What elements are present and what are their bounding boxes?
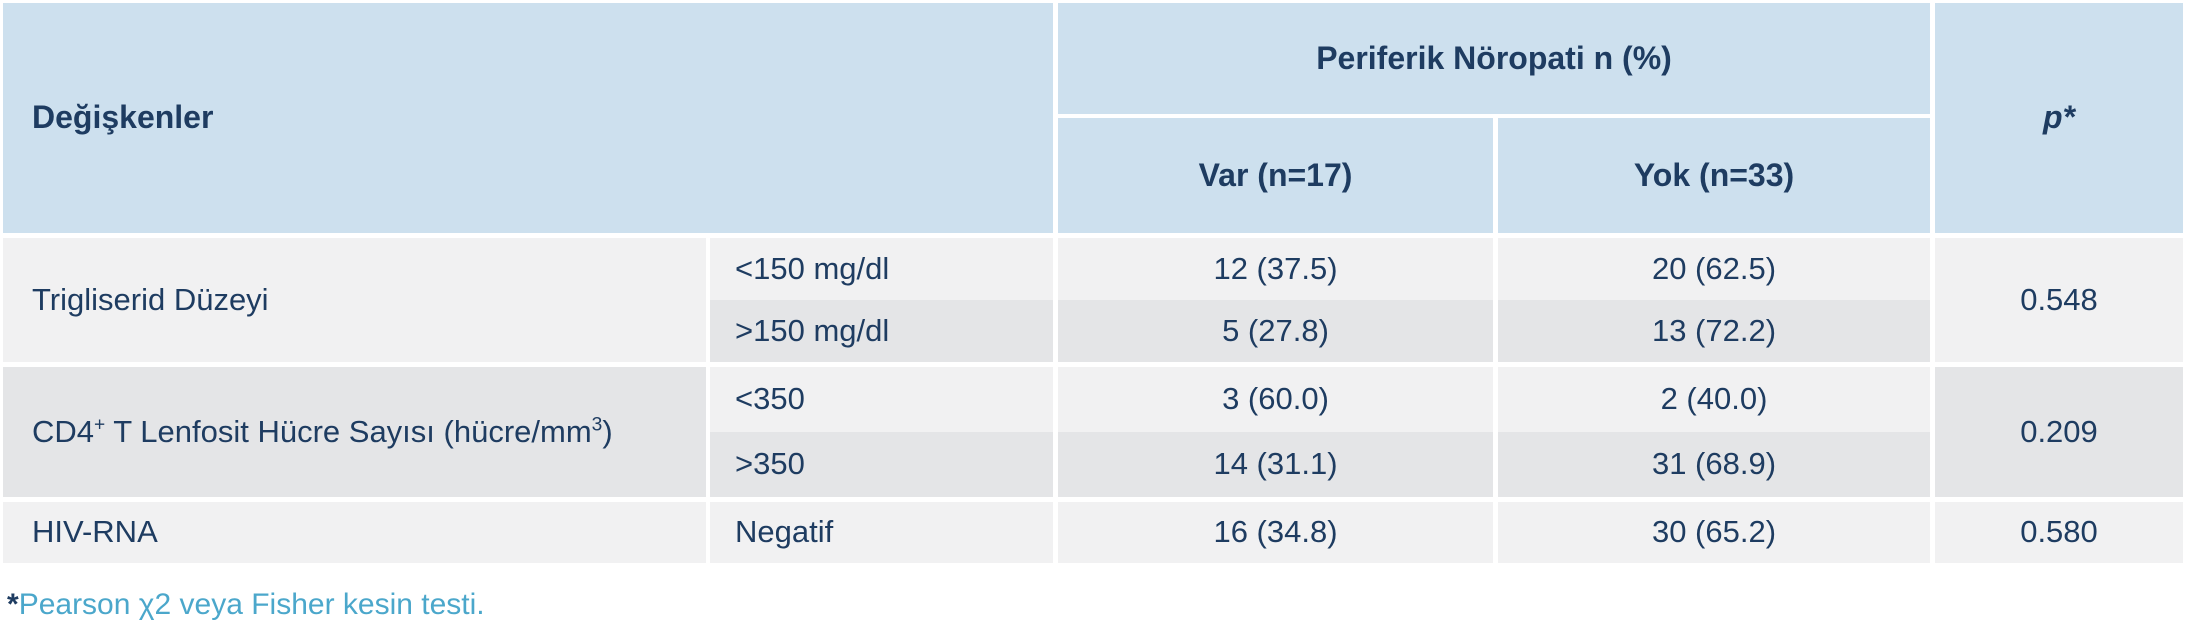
header-group-periferik-noropati: Periferik Nöropati n (%)	[1058, 3, 1930, 114]
row-group-trigliserid-label: Trigliserid Düzeyi	[3, 238, 706, 362]
cd4-label-sup-3: 3	[591, 414, 603, 436]
lt350-yok-value: 2 (40.0)	[1660, 381, 1768, 417]
header-col-p-label: p*	[2043, 99, 2075, 136]
cell-cd4-gt350-var: 14 (31.1)	[1058, 432, 1493, 497]
cell-trigliserid-gt150-yok: 13 (72.2)	[1498, 300, 1930, 362]
cell-trigliserid-lt150-yok: 20 (62.5)	[1498, 238, 1930, 300]
row-cd4-lt350-label: <350	[710, 367, 1053, 432]
hivrna-label: HIV-RNA	[32, 514, 158, 550]
cd4-label-sup-plus: +	[94, 414, 106, 436]
cell-cd4-lt350-yok: 2 (40.0)	[1498, 367, 1930, 432]
footnote-text: Pearson χ2 veya Fisher kesin testi.	[18, 588, 485, 621]
row-cd4-gt350-label: >350	[710, 432, 1053, 497]
cell-cd4-lt350-var: 3 (60.0)	[1058, 367, 1493, 432]
header-col-yok: Yok (n=33)	[1498, 118, 1930, 233]
negatif-label: Negatif	[735, 514, 834, 550]
gt150-var-value: 5 (27.8)	[1222, 312, 1329, 348]
lt150-var-value: 12 (37.5)	[1213, 250, 1338, 286]
header-col-var-label: Var (n=17)	[1198, 156, 1353, 193]
cd4-label-base1: CD4	[32, 413, 95, 449]
header-group-label: Periferik Nöropati n (%)	[1316, 39, 1672, 76]
lt350-var-value: 3 (60.0)	[1222, 381, 1329, 417]
cell-hivrna-p-value: 0.580	[1935, 502, 2183, 563]
header-variables: Değişkenler	[3, 3, 1053, 233]
header-col-p: p*	[1935, 3, 2183, 233]
trigliserid-label: Trigliserid Düzeyi	[32, 281, 269, 317]
footnote: *Pearson χ2 veya Fisher kesin testi.	[0, 588, 2186, 622]
hivrna-var-value: 16 (34.8)	[1213, 514, 1338, 550]
cell-cd4-p-value: 0.209	[1935, 367, 2183, 497]
gt350-yok-value: 31 (68.9)	[1651, 446, 1777, 482]
footnote-asterisk: *	[7, 588, 19, 621]
lt150-label: <150 mg/dl	[735, 250, 890, 286]
header-col-var: Var (n=17)	[1058, 118, 1493, 233]
row-trigliserid-gt150-label: >150 mg/dl	[710, 300, 1053, 362]
gt150-label: >150 mg/dl	[735, 312, 890, 348]
cell-cd4-gt350-yok: 31 (68.9)	[1498, 432, 1930, 497]
header-col-yok-label: Yok (n=33)	[1633, 156, 1795, 193]
header-variables-label: Değişkenler	[32, 99, 214, 136]
cell-trigliserid-p-value: 0.548	[1935, 238, 2183, 362]
cd4-label-base3: )	[602, 413, 613, 449]
cell-hivrna-yok: 30 (65.2)	[1498, 502, 1930, 563]
cd4-p: 0.209	[2020, 413, 2098, 449]
cell-trigliserid-lt150-var: 12 (37.5)	[1058, 238, 1493, 300]
row-hivrna-negatif-label: Negatif	[710, 502, 1053, 563]
row-hivrna-label: HIV-RNA	[3, 502, 706, 563]
hivrna-p: 0.580	[2020, 514, 2098, 550]
trigliserid-p: 0.548	[2020, 281, 2098, 317]
cd4-label: CD4+ T Lenfosit Hücre Sayısı (hücre/mm3)	[32, 413, 613, 449]
row-group-cd4-label: CD4+ T Lenfosit Hücre Sayısı (hücre/mm3)	[3, 367, 706, 497]
row-trigliserid-lt150-label: <150 mg/dl	[710, 238, 1053, 300]
hivrna-yok-value: 30 (65.2)	[1651, 514, 1777, 550]
gt350-var-value: 14 (31.1)	[1213, 446, 1338, 482]
cell-trigliserid-gt150-var: 5 (27.8)	[1058, 300, 1493, 362]
cell-hivrna-var: 16 (34.8)	[1058, 502, 1493, 563]
results-table: Değişkenler Periferik Nöropati n (%) Var…	[3, 3, 2183, 563]
lt150-yok-value: 20 (62.5)	[1651, 250, 1777, 286]
cd4-label-base2: T Lenfosit Hücre Sayısı (hücre/mm	[105, 413, 592, 449]
gt150-yok-value: 13 (72.2)	[1651, 312, 1777, 348]
lt350-label: <350	[735, 381, 805, 417]
gt350-label: >350	[735, 446, 805, 482]
